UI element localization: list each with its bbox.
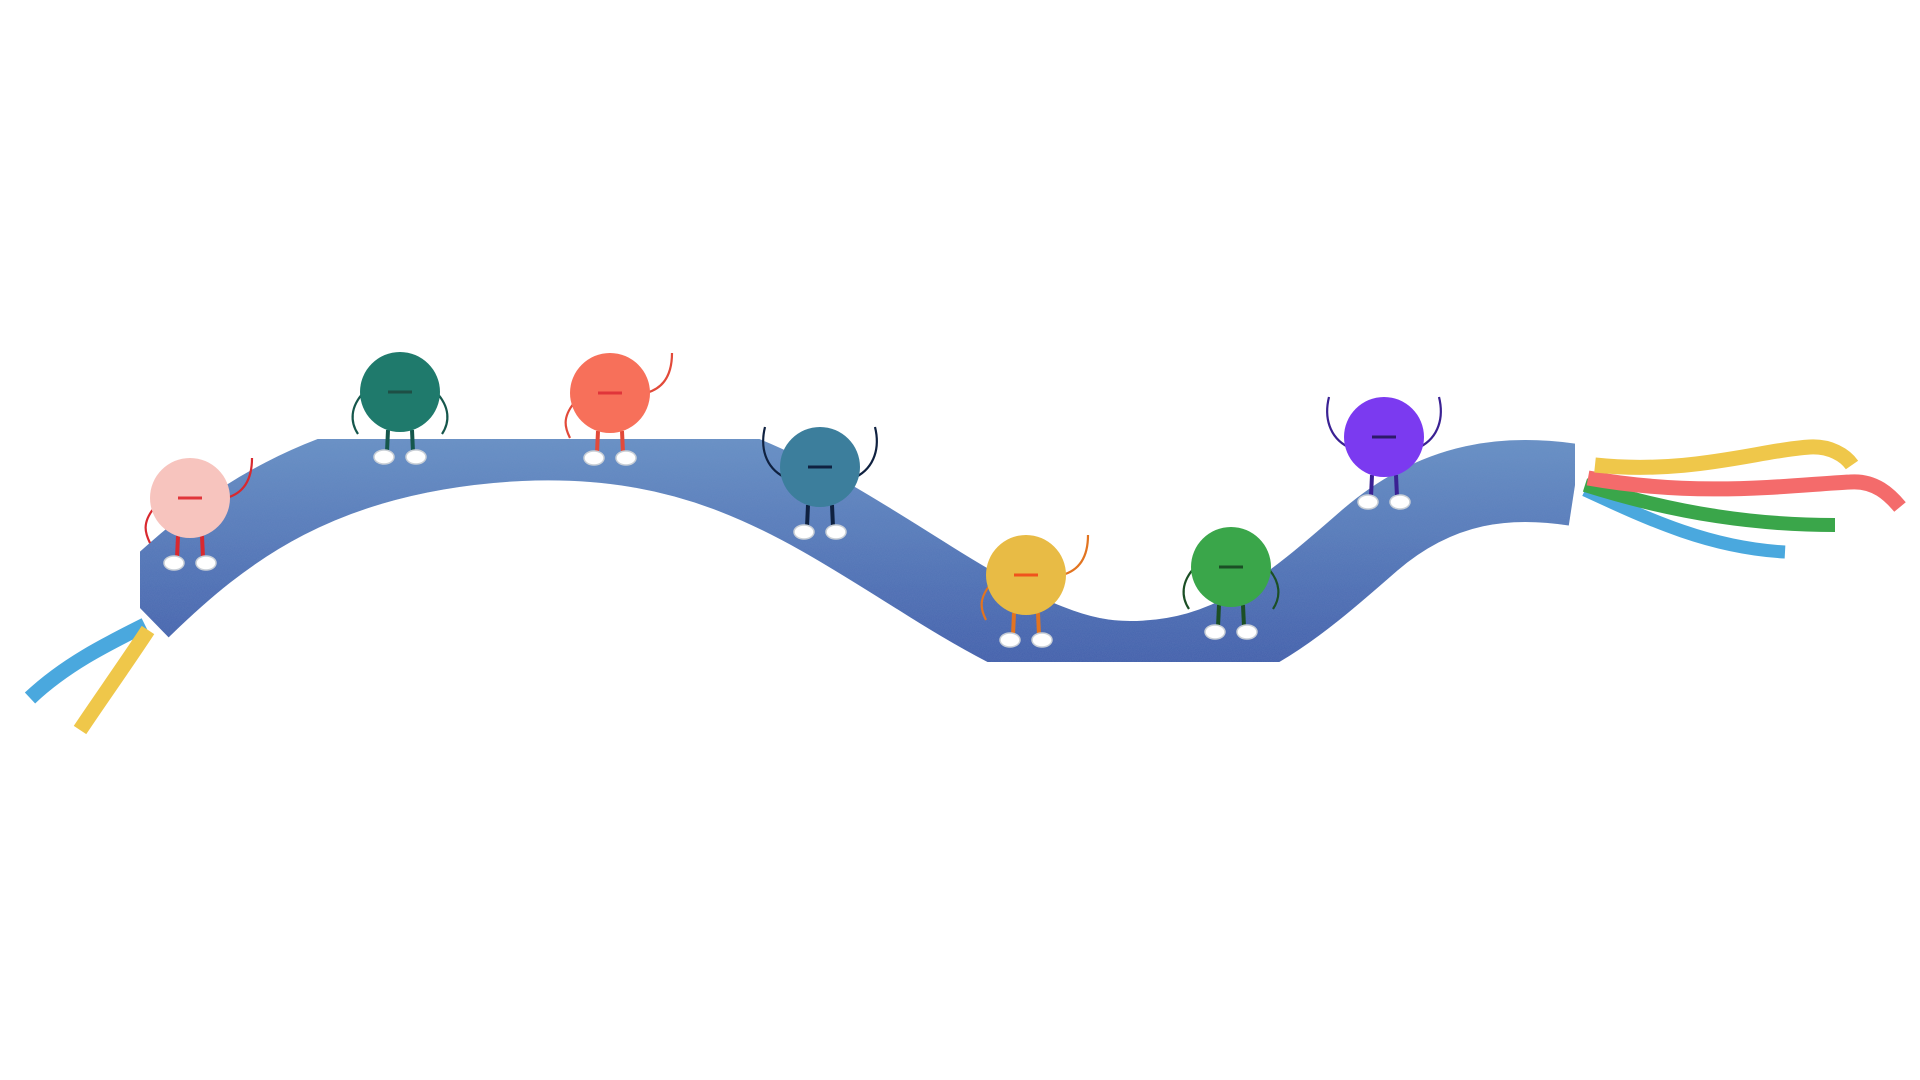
minus-mark — [808, 465, 832, 469]
minus-mark — [598, 391, 622, 395]
left-wires — [24, 618, 155, 735]
minus-mark — [1219, 565, 1243, 569]
right-shoe — [1389, 494, 1411, 510]
left-arm — [980, 584, 991, 621]
left-shoe — [793, 524, 815, 540]
right-wires — [1582, 439, 1906, 559]
teal-ball-character — [351, 352, 449, 465]
left-arm — [1326, 396, 1349, 448]
minus-mark — [178, 496, 202, 500]
left-arm — [564, 402, 575, 439]
right-wire-green — [1582, 478, 1836, 532]
right-wire-blue — [1582, 484, 1786, 559]
right-shoe — [405, 449, 427, 465]
left-shoe — [163, 555, 185, 571]
right-shoe — [825, 524, 847, 540]
right-arm — [1419, 396, 1442, 448]
yellow-ball-character — [980, 534, 1090, 648]
left-shoe — [1357, 494, 1379, 510]
purple-ball-character — [1326, 396, 1442, 510]
minus-mark — [1014, 573, 1038, 577]
left-shoe — [373, 449, 395, 465]
right-shoe — [1236, 624, 1258, 640]
left-arm — [762, 426, 785, 478]
minus-mark — [388, 390, 412, 394]
blue-ball-character — [762, 426, 878, 540]
left-wire-yellow — [73, 625, 155, 735]
left-arm — [144, 507, 155, 544]
right-shoe — [1031, 632, 1053, 648]
left-shoe — [1204, 624, 1226, 640]
right-shoe — [615, 450, 637, 466]
right-shoe — [195, 555, 217, 571]
right-arm — [855, 426, 878, 478]
right-arm — [1061, 534, 1090, 577]
right-arm — [645, 352, 674, 395]
left-shoe — [999, 632, 1021, 648]
left-wire-blue — [24, 618, 149, 704]
minus-mark — [1372, 435, 1396, 439]
right-arm — [225, 457, 254, 500]
green-ball-character — [1182, 527, 1280, 640]
right-wire-red — [1586, 470, 1906, 512]
characters-group — [144, 352, 1442, 648]
pink-ball-character — [144, 457, 254, 571]
right-wire-yellow — [1594, 439, 1859, 475]
left-shoe — [583, 450, 605, 466]
coral-ball-character — [564, 352, 674, 466]
